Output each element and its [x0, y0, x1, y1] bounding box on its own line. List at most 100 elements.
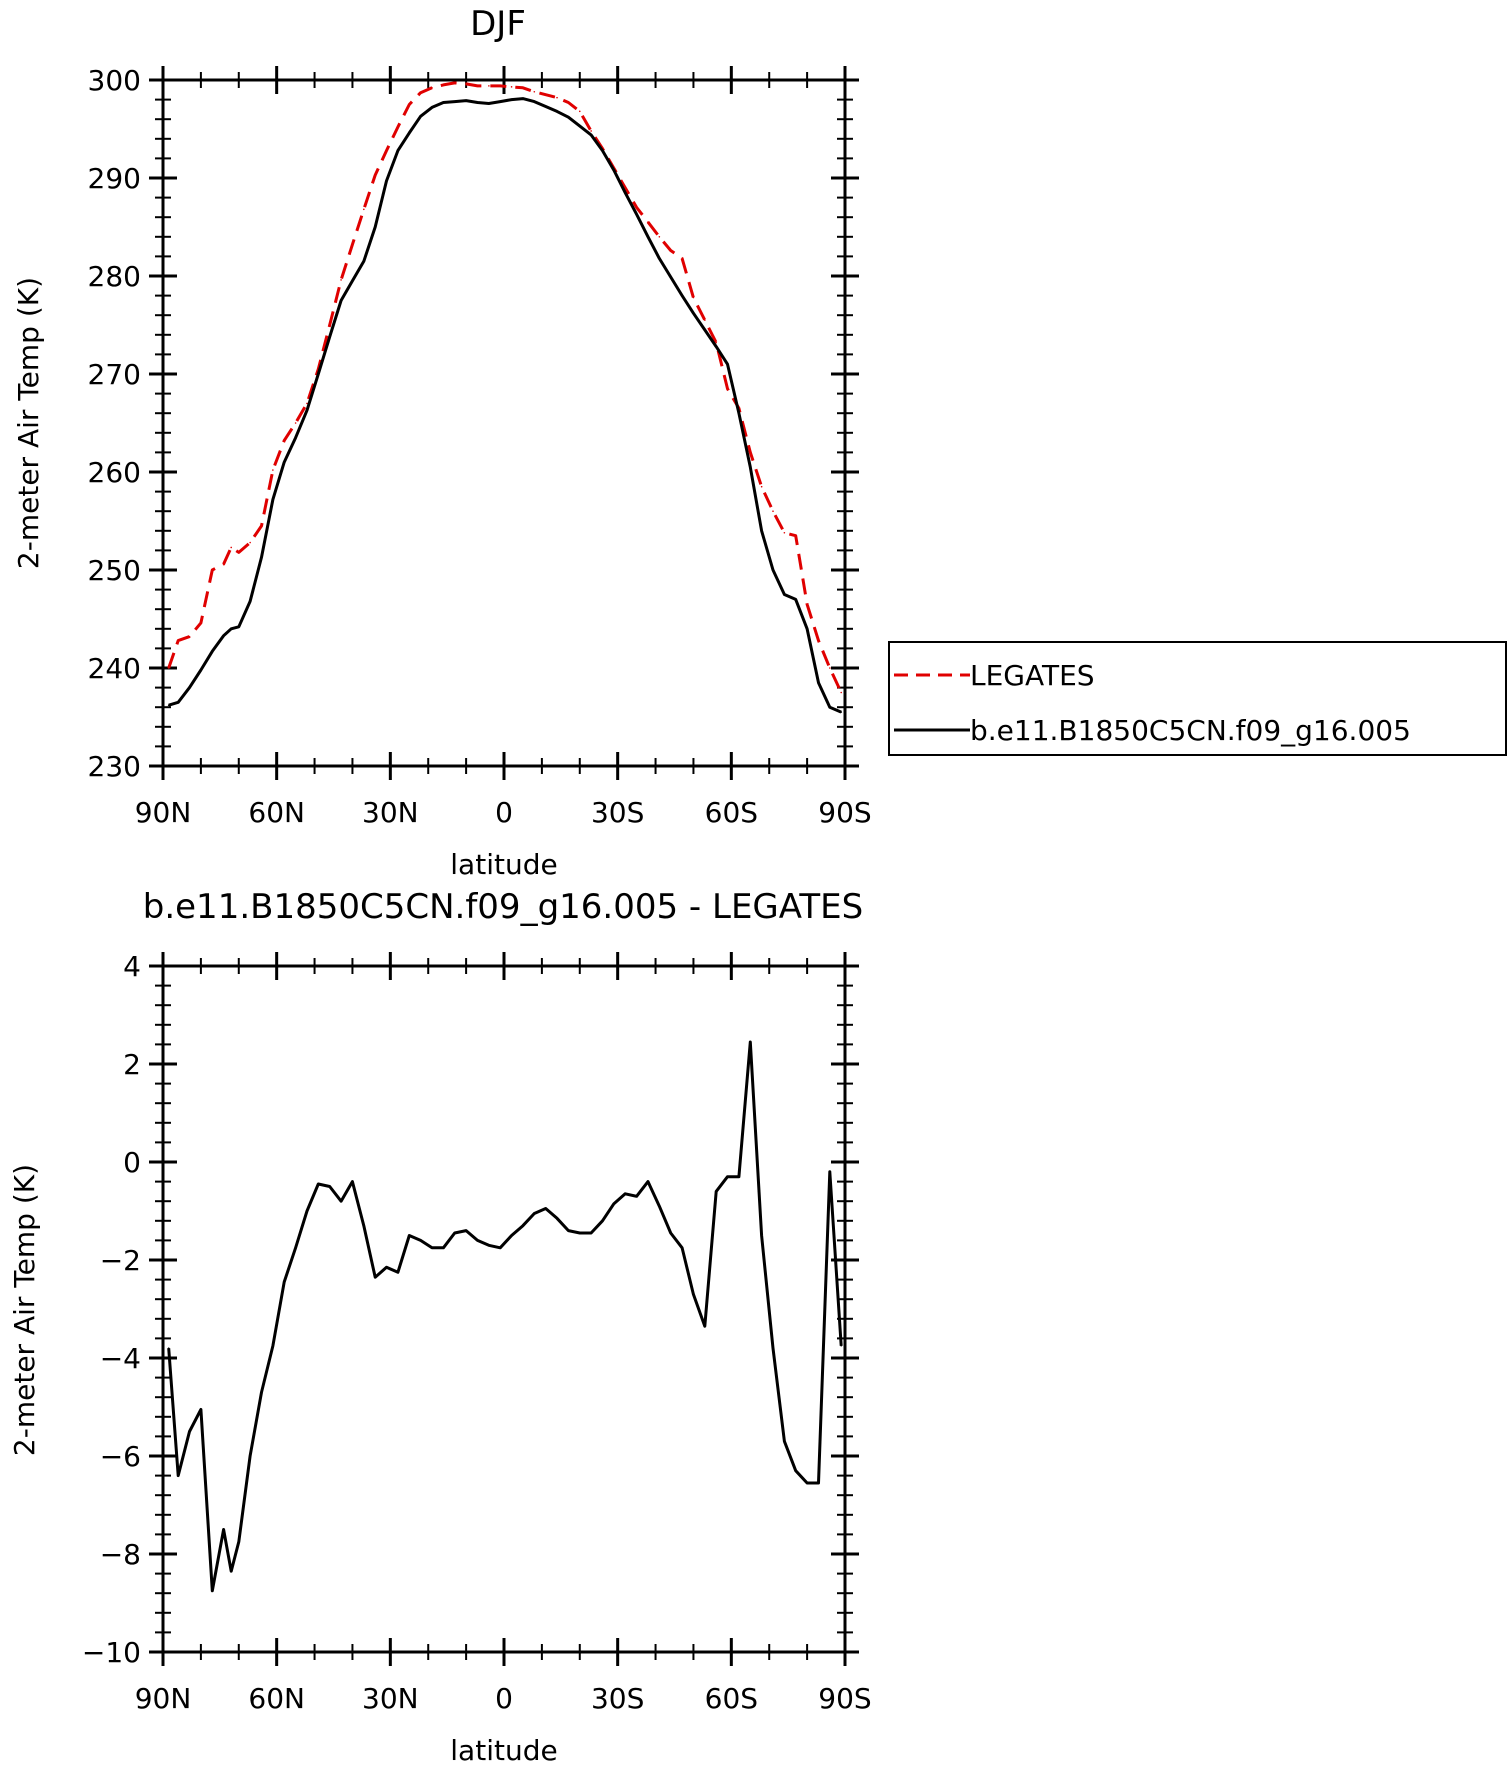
top-chart-title: DJF: [470, 4, 526, 44]
bottom-y-tick-label: −6: [100, 1440, 141, 1473]
top-x-tick-label: 60N: [248, 796, 305, 829]
top-series-point-b-e11-b1850c5cn-f09-g16-005: [328, 335, 331, 338]
top-series-point-legates: [249, 541, 251, 544]
bottom-series-point-difference: [211, 1589, 214, 1592]
bottom-series-point-difference: [488, 1244, 490, 1247]
bottom-x-axis-label: latitude: [450, 1734, 557, 1765]
top-series-point-legates: [590, 130, 592, 132]
top-series-point-legates: [351, 243, 354, 246]
top-series-point-legates: [397, 126, 399, 128]
bottom-series-point-difference: [453, 1232, 456, 1234]
top-series-point-legates: [340, 279, 342, 281]
top-series-point-b-e11-b1850c5cn-f09-g16-005: [556, 110, 558, 113]
top-series-point-legates: [177, 639, 179, 642]
top-series-point-b-e11-b1850c5cn-f09-g16-005: [211, 650, 214, 653]
bottom-plot-frame: [161, 964, 847, 1654]
bottom-series-point-difference: [476, 1239, 479, 1242]
top-series-point-b-e11-b1850c5cn-f09-g16-005: [419, 115, 422, 118]
top-series-point-b-e11-b1850c5cn-f09-g16-005: [772, 569, 774, 571]
top-series-point-legates: [510, 86, 513, 88]
top-series-point-legates: [647, 221, 649, 223]
top-series-point-legates: [817, 639, 820, 642]
top-series-point-b-e11-b1850c5cn-f09-g16-005: [624, 191, 627, 194]
bottom-series-point-difference: [260, 1391, 263, 1394]
top-series-point-legates: [237, 551, 240, 554]
bottom-series-point-difference: [351, 1180, 354, 1183]
top-series-point-legates: [704, 319, 706, 321]
top-series-point-b-e11-b1850c5cn-f09-g16-005: [363, 260, 365, 263]
bottom-series-point-difference: [738, 1175, 740, 1178]
top-y-tick-label: 270: [88, 358, 141, 391]
top-series-point-b-e11-b1850c5cn-f09-g16-005: [817, 681, 820, 684]
top-y-tick-label: 290: [88, 162, 141, 195]
top-series-point-legates: [488, 85, 490, 87]
top-series-point-legates: [522, 87, 524, 89]
bottom-series-point-difference: [613, 1202, 615, 1205]
top-series-point-legates: [385, 149, 388, 152]
top-series-point-b-e11-b1850c5cn-f09-g16-005: [715, 345, 717, 348]
bottom-series-point-difference: [840, 1344, 843, 1347]
bottom-series-point-difference: [794, 1469, 797, 1472]
top-series-point-legates: [578, 110, 581, 113]
bottom-series-point-difference: [328, 1185, 331, 1188]
top-series-point-b-e11-b1850c5cn-f09-g16-005: [230, 628, 232, 630]
top-series-point-b-e11-b1850c5cn-f09-g16-005: [692, 312, 695, 315]
top-y-tick-label: 240: [88, 652, 141, 685]
bottom-series-point-difference: [578, 1232, 581, 1234]
top-series-point-legates: [840, 691, 843, 694]
top-series-point-b-e11-b1850c5cn-f09-g16-005: [272, 498, 274, 501]
top-series-point-legates: [635, 206, 638, 209]
top-series-point-legates: [419, 91, 422, 94]
top-series-point-b-e11-b1850c5cn-f09-g16-005: [669, 276, 672, 278]
bottom-x-tick-label: 60N: [248, 1682, 305, 1715]
top-series-line-legates: [167, 81, 843, 694]
top-series-point-b-e11-b1850c5cn-f09-g16-005: [806, 628, 808, 630]
top-series-point-b-e11-b1850c5cn-f09-g16-005: [431, 106, 433, 109]
bottom-series-point-difference: [397, 1271, 399, 1274]
bottom-y-tick-label: 2: [123, 1048, 141, 1081]
top-series-point-legates: [760, 485, 763, 488]
top-series-point-legates: [692, 296, 695, 299]
top-series-point-b-e11-b1850c5cn-f09-g16-005: [840, 711, 843, 713]
top-series-point-b-e11-b1850c5cn-f09-g16-005: [317, 373, 320, 375]
bottom-series-point-difference: [465, 1229, 467, 1232]
top-y-tick-label: 230: [88, 750, 141, 783]
legend-label-legates: LEGATES: [970, 659, 1095, 692]
top-series-point-b-e11-b1850c5cn-f09-g16-005: [453, 100, 456, 103]
bottom-series-point-difference: [715, 1190, 717, 1193]
bottom-series-point-difference: [726, 1175, 729, 1178]
top-series-point-b-e11-b1850c5cn-f09-g16-005: [260, 556, 263, 559]
bottom-series-point-difference: [692, 1293, 695, 1296]
top-series-point-b-e11-b1850c5cn-f09-g16-005: [510, 98, 513, 101]
bottom-series-point-difference: [222, 1528, 225, 1531]
bottom-series-point-difference: [374, 1276, 376, 1278]
bottom-series-point-difference: [567, 1229, 570, 1232]
bottom-series-point-difference: [658, 1205, 661, 1207]
top-series-point-b-e11-b1850c5cn-f09-g16-005: [647, 236, 649, 238]
bottom-y-tick-label: −2: [100, 1244, 141, 1277]
bottom-series-point-difference: [635, 1195, 638, 1198]
top-x-tick-label: 30S: [591, 796, 644, 829]
top-series-point-legates: [260, 525, 263, 527]
top-series-point-b-e11-b1850c5cn-f09-g16-005: [294, 436, 297, 439]
bottom-series-point-difference: [177, 1474, 179, 1477]
top-series-point-b-e11-b1850c5cn-f09-g16-005: [704, 329, 706, 331]
top-series-point-b-e11-b1850c5cn-f09-g16-005: [488, 102, 490, 105]
top-series-point-legates: [408, 103, 411, 106]
top-series-point-legates: [658, 236, 661, 238]
top-y-tick-label: 280: [88, 260, 141, 293]
bottom-series-point-difference: [499, 1246, 502, 1249]
top-series-point-b-e11-b1850c5cn-f09-g16-005: [188, 686, 191, 689]
top-series-point-legates: [328, 324, 331, 326]
top-series-point-b-e11-b1850c5cn-f09-g16-005: [499, 100, 502, 103]
bottom-series-point-difference: [681, 1246, 683, 1249]
top-series-point-b-e11-b1850c5cn-f09-g16-005: [726, 363, 729, 366]
top-series-point-b-e11-b1850c5cn-f09-g16-005: [222, 634, 225, 637]
bottom-y-tick-label: −10: [82, 1636, 141, 1669]
top-series-point-b-e11-b1850c5cn-f09-g16-005: [658, 257, 661, 260]
top-series-point-b-e11-b1850c5cn-f09-g16-005: [567, 116, 570, 119]
top-x-tick-label: 0: [495, 796, 513, 829]
top-series-point-b-e11-b1850c5cn-f09-g16-005: [544, 105, 547, 108]
bottom-series-point-difference: [647, 1180, 649, 1183]
